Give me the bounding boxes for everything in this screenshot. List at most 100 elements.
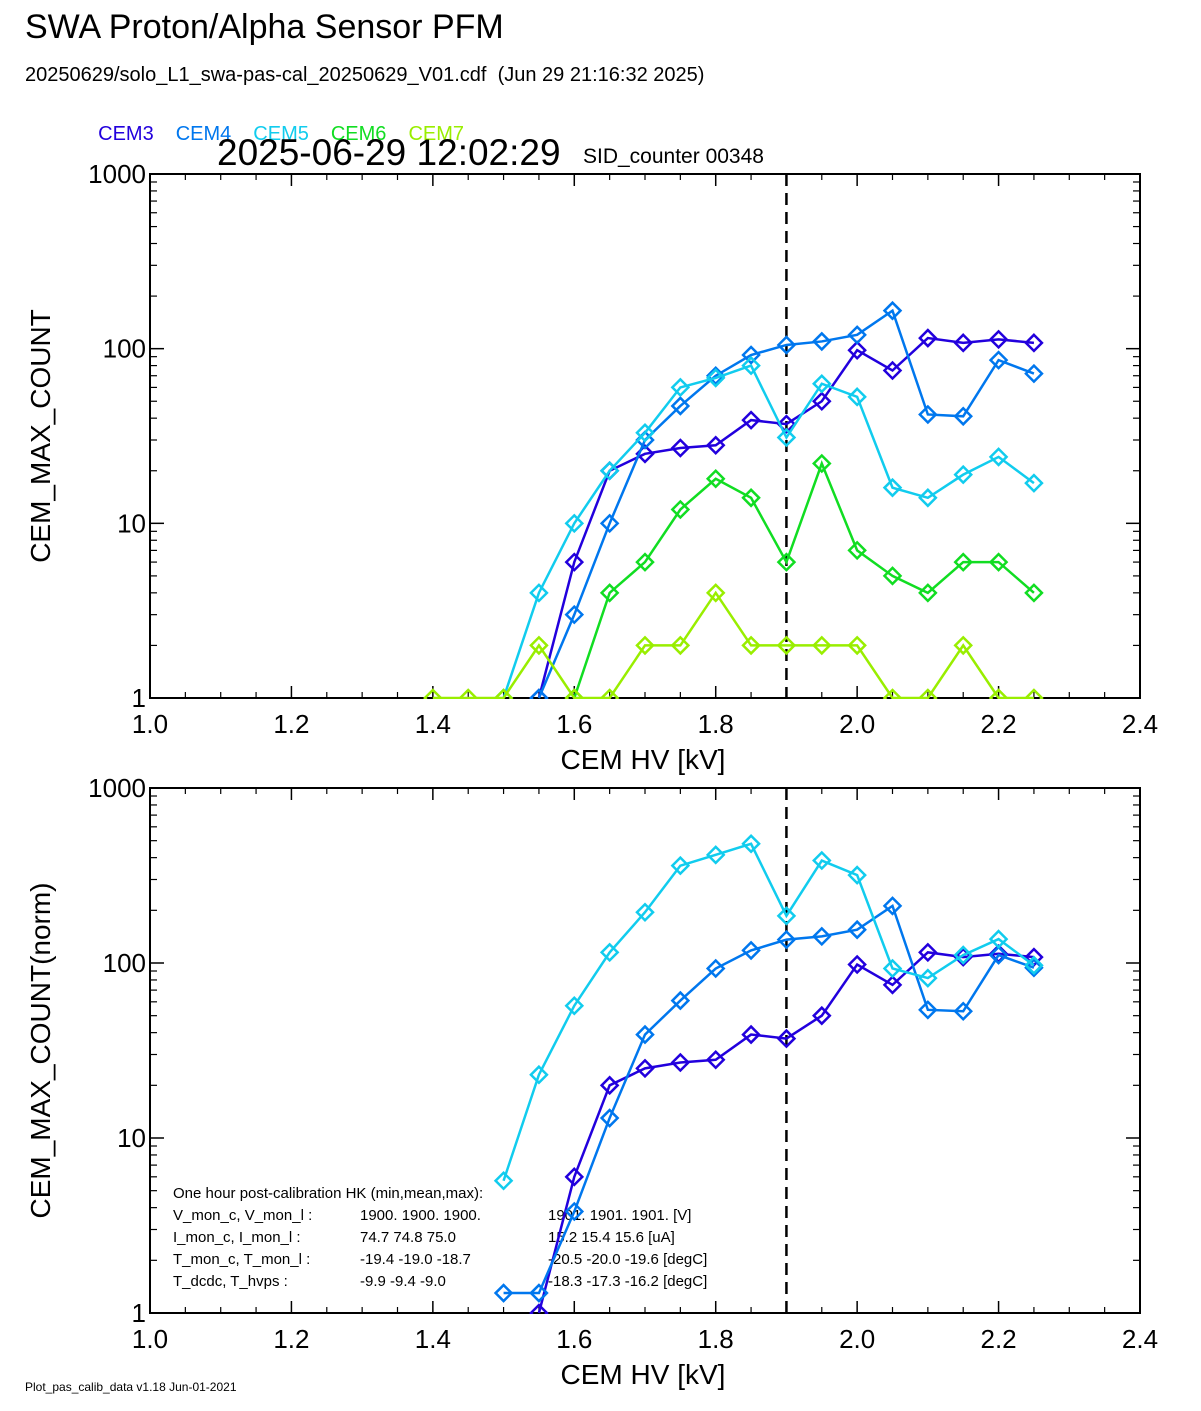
data-point-marker [882,477,903,498]
y-axis-label: CEM_MAX_COUNT [25,309,56,563]
data-point-marker [564,995,585,1016]
timestamp: 2025-06-29 12:02:29 [217,132,561,173]
x-tick-label: 1.8 [698,1324,734,1354]
data-point-marker [776,1028,797,1049]
data-point-marker [847,865,867,885]
data-point-marker [953,333,973,353]
hk-row-l-values: 1901. 1901. 1901. [V] [548,1207,691,1224]
series-line [537,336,1035,699]
data-point-marker [599,1108,620,1128]
data-point-marker [847,919,867,940]
data-point-marker [988,688,1009,699]
hk-row-label: I_mon_c, I_mon_l : [173,1229,301,1246]
series-line [502,364,1035,699]
file-subtitle: 20250629/solo_L1_swa-pas-cal_20250629_V0… [25,64,705,86]
data-point-marker [635,902,655,923]
data-point-marker [776,552,797,572]
x-tick-label: 2.4 [1122,709,1158,739]
hk-row-l-values: -18.3 -17.3 -16.2 [degC] [548,1273,707,1290]
x-tick-label: 1.4 [415,1324,451,1354]
hk-row-c-values: 74.7 74.8 75.0 [360,1229,456,1246]
data-point-marker [1024,333,1044,353]
data-point-marker [741,940,761,961]
data-point-marker [705,1049,726,1070]
x-tick-label: 1.6 [556,1324,592,1354]
series-cem4 [493,896,1044,1303]
data-point-marker [776,414,797,434]
hk-row-c-values: -9.9 -9.4 -9.0 [360,1273,446,1290]
legend-cem5: CEM5 [253,123,309,145]
data-point-marker [529,583,549,603]
hk-row-l-values: 15.2 15.4 15.6 [uA] [548,1229,675,1246]
data-point-marker [812,373,832,394]
data-point-marker [564,513,585,534]
x-tick-label: 1.8 [698,709,734,739]
data-point-marker [882,896,903,916]
hk-row-label: T_dcdc, T_hvps : [173,1273,288,1290]
data-point-marker [953,947,973,967]
data-point-marker [741,345,761,365]
data-point-marker [741,834,761,854]
data-point-marker [953,552,973,572]
x-tick-label: 1.6 [556,709,592,739]
data-point-marker [847,635,867,656]
data-point-marker [776,427,797,448]
series-line [503,903,1035,1295]
page-title: SWA Proton/Alpha Sensor PFM [25,8,504,46]
y-tick-label: 1 [132,683,146,713]
y-tick-label: 100 [103,948,146,978]
hk-row-c-values: 1900. 1900. 1900. [360,1207,481,1224]
data-point-marker [741,635,761,656]
data-point-marker [705,583,726,603]
data-point-marker [776,906,797,926]
data-point-marker [670,635,691,656]
data-point-marker [812,926,832,947]
data-point-marker [564,1201,585,1222]
data-point-marker [493,1170,514,1191]
x-tick-label: 2.2 [980,709,1016,739]
data-point-marker [599,688,620,699]
data-point-marker [564,552,585,572]
series-line [537,951,1035,1314]
y-tick-label: 1000 [88,773,146,803]
data-point-marker [458,688,478,699]
data-point-marker [529,688,549,699]
data-point-marker [882,300,903,321]
data-point-marker [882,958,903,979]
x-tick-label: 1.2 [273,709,309,739]
data-point-marker [670,396,691,416]
data-point-marker [670,855,691,876]
data-point-marker [599,942,620,963]
data-point-marker [564,1167,585,1187]
legend-cem4: CEM4 [175,123,232,145]
data-point-marker [705,468,726,489]
hk-row-c-values: -19.4 -19.0 -18.7 [360,1251,471,1268]
data-point-marker [812,1005,832,1026]
data-point-marker [705,845,726,865]
data-point-marker [741,410,761,430]
x-axis-label: CEM HV [kV] [561,744,726,775]
data-point-marker [882,688,903,699]
data-point-marker [493,1283,514,1303]
legend-cem6: CEM6 [330,123,387,145]
data-point-marker [882,975,903,995]
data-point-marker [741,355,761,376]
data-point-marker [953,635,973,656]
data-point-marker [705,368,726,388]
data-point-marker [599,513,620,534]
data-point-marker [670,1052,691,1073]
data-point-marker [812,850,832,871]
series-line [502,842,1035,1182]
sid-counter: SID_counter 00348 [583,145,764,168]
x-tick-label: 2.0 [839,709,875,739]
hk-row-label: T_mon_c, T_mon_l : [173,1251,310,1268]
data-point-marker [918,968,938,988]
data-point-marker [847,540,867,561]
data-point-marker [988,945,1009,965]
legend: CEM3 CEM4 CEM5 CEM6 CEM7 [87,100,486,146]
plot-frame [149,173,1141,699]
data-point-marker [635,1024,655,1045]
data-point-marker [1024,955,1044,976]
data-point-marker [423,688,443,699]
